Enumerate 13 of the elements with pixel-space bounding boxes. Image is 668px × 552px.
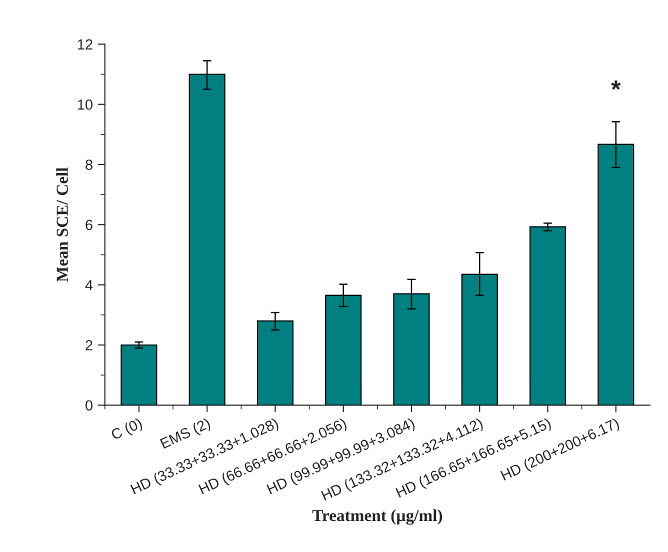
y-tick-label: 0 bbox=[86, 400, 92, 411]
y-tick-label: 4 bbox=[85, 280, 93, 290]
annotation: * bbox=[611, 80, 621, 90]
y-tick-label: 2 bbox=[86, 340, 92, 350]
bar bbox=[120, 344, 158, 406]
y-tick-label: 10 bbox=[78, 99, 92, 110]
x-axis-title: Treatment (µg/ml) bbox=[312, 509, 442, 525]
x-tick-label: C (0) bbox=[110, 417, 144, 443]
y-tick-label: 8 bbox=[86, 160, 92, 170]
bar bbox=[529, 226, 566, 406]
y-tick-label: 12 bbox=[78, 39, 92, 50]
y-tick-label: 6 bbox=[86, 220, 92, 230]
y-axis-title: Mean SCE/ Cell bbox=[56, 168, 68, 282]
